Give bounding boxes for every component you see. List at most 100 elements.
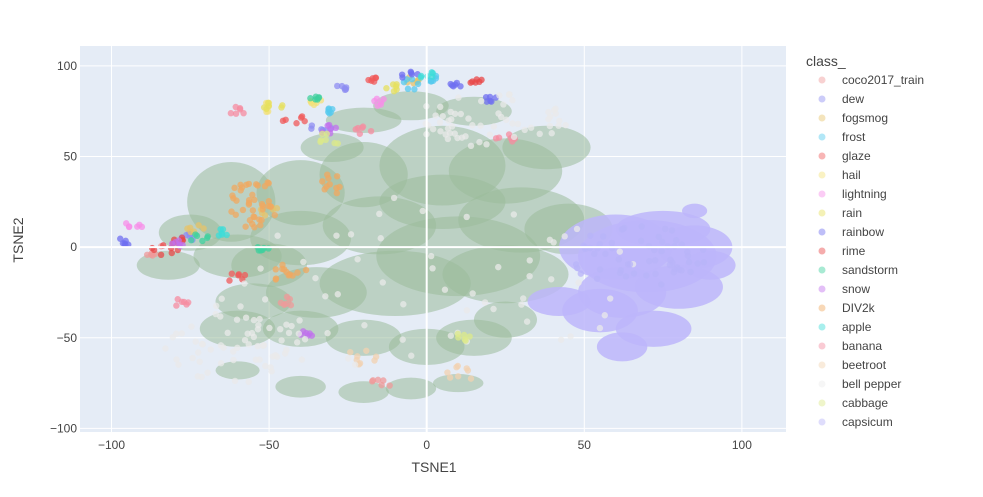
point-capsicum bbox=[643, 272, 650, 279]
point-bell-pepper bbox=[483, 141, 490, 148]
point-beetroot bbox=[363, 347, 370, 354]
point-banana bbox=[185, 299, 192, 306]
cluster-blob-green bbox=[325, 319, 402, 356]
point-frost bbox=[408, 76, 416, 83]
point-beetroot bbox=[467, 375, 475, 382]
point-bell-pepper bbox=[351, 361, 359, 368]
point-bell-pepper bbox=[277, 325, 284, 333]
y-tick-label: −50 bbox=[57, 331, 78, 345]
point-frost bbox=[329, 105, 336, 113]
point-bell-pepper bbox=[217, 360, 225, 367]
point-bell-pepper bbox=[199, 341, 207, 348]
point-bell-pepper bbox=[419, 207, 426, 215]
point-sandstorm bbox=[204, 234, 211, 242]
y-axis-ticks: −100 −50 0 50 100 bbox=[50, 59, 77, 435]
legend-marker bbox=[818, 190, 826, 198]
point-rain bbox=[383, 85, 390, 92]
point-bell-pepper bbox=[527, 124, 535, 131]
point-capsicum bbox=[700, 259, 708, 266]
point-bell-pepper bbox=[601, 312, 608, 319]
legend-label: dew bbox=[842, 92, 864, 106]
point-apple bbox=[429, 73, 436, 81]
data-points bbox=[117, 68, 708, 389]
point-bell-pepper bbox=[573, 225, 581, 233]
point-capsicum bbox=[645, 242, 653, 250]
point-capsicum bbox=[687, 268, 694, 276]
cluster-blob-green bbox=[379, 174, 506, 230]
point-glaze bbox=[228, 270, 236, 277]
point-sandstorm bbox=[188, 237, 195, 244]
legend-marker bbox=[818, 209, 826, 217]
point-frost bbox=[414, 80, 422, 88]
point-bell-pepper bbox=[518, 301, 525, 308]
point-capsicum bbox=[574, 264, 581, 272]
point-bell-pepper bbox=[189, 354, 196, 362]
point-capsicum bbox=[666, 261, 674, 269]
point-bell-pepper bbox=[437, 103, 444, 111]
point-snow bbox=[169, 240, 176, 247]
point-div2k bbox=[229, 192, 236, 199]
point-sandstorm bbox=[307, 95, 314, 102]
point-div2k bbox=[271, 211, 278, 219]
point-banana bbox=[232, 103, 239, 111]
point-div2k bbox=[326, 181, 333, 188]
legend-marker bbox=[818, 95, 826, 103]
point-bell-pepper bbox=[429, 125, 437, 133]
point-bell-pepper bbox=[596, 324, 604, 332]
cluster-blob-green bbox=[442, 245, 569, 304]
point-bell-pepper bbox=[262, 362, 269, 370]
point-banana bbox=[495, 134, 503, 141]
cluster-blob-purple bbox=[681, 203, 708, 219]
point-bell-pepper bbox=[296, 317, 303, 324]
point-bell-pepper bbox=[521, 126, 528, 134]
cluster-blob-green bbox=[215, 361, 260, 380]
point-capsicum bbox=[630, 270, 638, 277]
cluster-blob-green bbox=[473, 301, 538, 338]
point-fogsmog bbox=[200, 225, 207, 232]
point-bell-pepper bbox=[458, 134, 466, 141]
point-capsicum bbox=[638, 223, 645, 230]
point-bell-pepper bbox=[557, 336, 565, 343]
point-bell-pepper bbox=[490, 305, 497, 313]
legend-marker bbox=[818, 247, 826, 255]
point-bell-pepper bbox=[285, 329, 293, 337]
point-bell-pepper bbox=[278, 337, 285, 344]
point-bell-pepper bbox=[333, 232, 340, 239]
point-rainbow bbox=[122, 237, 129, 245]
point-bell-pepper bbox=[448, 116, 455, 123]
legend-marker bbox=[818, 304, 826, 312]
legend-label: hail bbox=[842, 168, 861, 182]
point-bell-pepper bbox=[556, 117, 563, 125]
point-coco2017_train bbox=[286, 295, 294, 303]
point-capsicum bbox=[596, 241, 603, 248]
point-bell-pepper bbox=[550, 239, 557, 246]
point-bell-pepper bbox=[523, 318, 531, 325]
point-bell-pepper bbox=[194, 349, 202, 356]
point-capsicum bbox=[678, 241, 685, 248]
point-bell-pepper bbox=[257, 265, 264, 272]
point-rainbow bbox=[407, 68, 414, 75]
point-div2k bbox=[272, 266, 279, 273]
point-div2k bbox=[249, 207, 257, 214]
point-lightning bbox=[123, 220, 130, 227]
x-tick-label: 0 bbox=[423, 438, 430, 452]
point-bell-pepper bbox=[234, 344, 241, 351]
point-bell-pepper bbox=[379, 279, 386, 286]
point-bell-pepper bbox=[312, 274, 319, 282]
cluster-blob-green bbox=[385, 377, 437, 400]
legend-marker bbox=[818, 361, 826, 369]
point-div2k bbox=[231, 184, 238, 192]
cluster-blob-green bbox=[373, 91, 449, 121]
point-bell-pepper bbox=[447, 332, 455, 339]
legend-marker bbox=[818, 285, 826, 293]
point-bell-pepper bbox=[377, 235, 384, 242]
cluster-blob-green bbox=[502, 125, 591, 170]
point-bell-pepper bbox=[261, 296, 269, 303]
point-capsicum bbox=[599, 233, 607, 240]
point-bell-pepper bbox=[526, 272, 533, 280]
point-bell-pepper bbox=[555, 122, 562, 129]
legend-label: sandstorm bbox=[842, 263, 898, 277]
point-coco2017_train bbox=[386, 382, 393, 389]
point-div2k bbox=[254, 182, 261, 189]
legend-label: cabbage bbox=[842, 396, 888, 410]
